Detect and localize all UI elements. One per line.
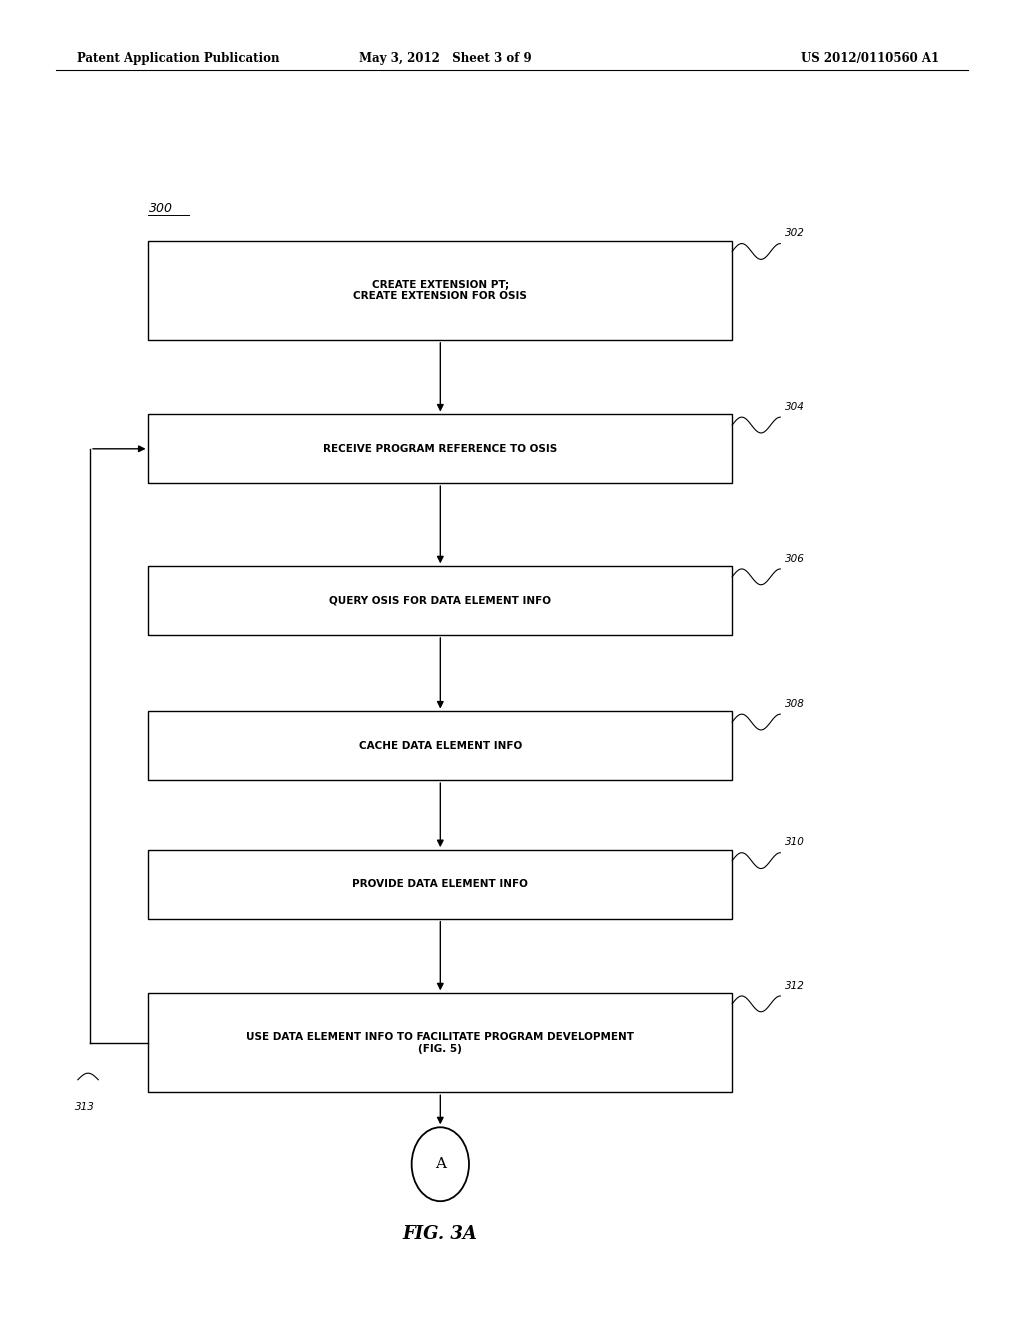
- FancyBboxPatch shape: [148, 566, 732, 635]
- Text: 306: 306: [785, 553, 805, 564]
- FancyBboxPatch shape: [148, 414, 732, 483]
- Text: CREATE EXTENSION PT;
CREATE EXTENSION FOR OSIS: CREATE EXTENSION PT; CREATE EXTENSION FO…: [353, 280, 527, 301]
- Text: Patent Application Publication: Patent Application Publication: [77, 51, 280, 65]
- Text: US 2012/0110560 A1: US 2012/0110560 A1: [802, 51, 939, 65]
- FancyBboxPatch shape: [148, 850, 732, 919]
- Text: 304: 304: [785, 401, 805, 412]
- Text: PROVIDE DATA ELEMENT INFO: PROVIDE DATA ELEMENT INFO: [352, 879, 528, 890]
- Text: 313: 313: [75, 1102, 95, 1113]
- FancyBboxPatch shape: [148, 993, 732, 1093]
- Text: QUERY OSIS FOR DATA ELEMENT INFO: QUERY OSIS FOR DATA ELEMENT INFO: [330, 595, 551, 606]
- Text: 302: 302: [785, 228, 805, 238]
- Text: RECEIVE PROGRAM REFERENCE TO OSIS: RECEIVE PROGRAM REFERENCE TO OSIS: [324, 444, 557, 454]
- FancyBboxPatch shape: [148, 242, 732, 339]
- Text: 308: 308: [785, 698, 805, 709]
- Text: CACHE DATA ELEMENT INFO: CACHE DATA ELEMENT INFO: [358, 741, 522, 751]
- Text: 300: 300: [148, 202, 172, 215]
- Text: 312: 312: [785, 981, 805, 990]
- Text: A: A: [435, 1158, 445, 1171]
- FancyBboxPatch shape: [148, 711, 732, 780]
- Text: FIG. 3A: FIG. 3A: [402, 1225, 478, 1243]
- Text: May 3, 2012   Sheet 3 of 9: May 3, 2012 Sheet 3 of 9: [359, 51, 531, 65]
- Text: 310: 310: [785, 837, 805, 847]
- Text: USE DATA ELEMENT INFO TO FACILITATE PROGRAM DEVELOPMENT
(FIG. 5): USE DATA ELEMENT INFO TO FACILITATE PROG…: [247, 1032, 634, 1053]
